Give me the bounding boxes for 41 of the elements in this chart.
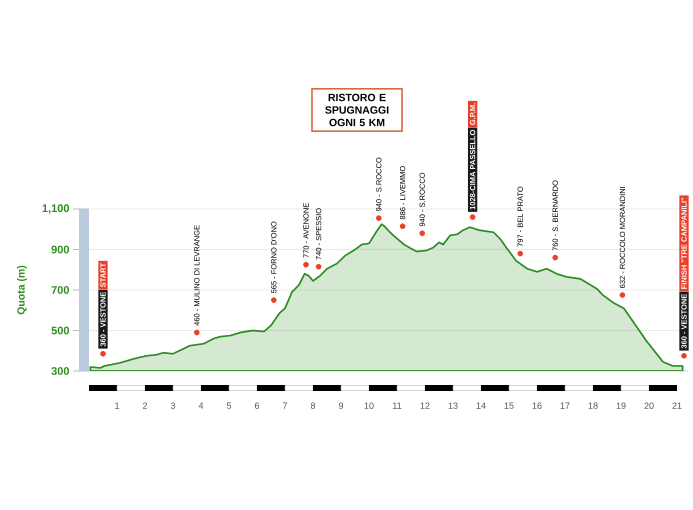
point [552, 254, 558, 260]
point [100, 350, 106, 357]
y-tick-label: 500 [51, 326, 70, 334]
point [316, 264, 322, 270]
x-tick-label: 18 [588, 402, 598, 409]
x-tick-label: 3 [170, 402, 176, 409]
point [400, 223, 406, 230]
point [470, 214, 476, 220]
x-tick-label: 12 [420, 402, 430, 409]
point [194, 330, 200, 336]
y-tick-label: 1,100 [42, 204, 70, 214]
x-tick-label: 7 [282, 402, 288, 409]
y-tick-label: 300 [51, 367, 70, 375]
x-tick-label: 16 [532, 402, 542, 409]
x-tick-label: 8 [310, 402, 316, 409]
x-tick-label: 4 [198, 402, 204, 409]
point [303, 262, 309, 268]
point [517, 250, 524, 256]
x-tick-label: 6 [254, 402, 260, 409]
x-tick-label: 15 [504, 402, 514, 409]
x-tick-label: 5 [226, 402, 232, 409]
text: RISTORO E SPUGNAGGI OGNI 5 KM [325, 94, 388, 126]
point [271, 297, 277, 303]
y-axis-title: Quota (m) [16, 266, 27, 314]
x-tick-label: 17 [560, 402, 570, 409]
point [681, 353, 687, 359]
x-tick-label: 1 [115, 402, 120, 409]
x-tick-label: 10 [364, 402, 374, 409]
x-tick-label: 9 [338, 402, 344, 409]
point [419, 230, 426, 236]
x-tick-label: 21 [672, 402, 682, 409]
x-tick-label: 20 [644, 402, 654, 409]
x-tick-label: 11 [393, 402, 402, 409]
x-tick-label: 14 [476, 402, 486, 409]
point [376, 215, 382, 221]
x-tick-label: 19 [616, 402, 626, 409]
x-tick-label: 2 [142, 402, 148, 409]
y-tick-label: 700 [52, 286, 70, 294]
y-tick-label: 900 [52, 246, 70, 254]
x-tick-label: 13 [448, 402, 458, 409]
point [620, 292, 626, 298]
